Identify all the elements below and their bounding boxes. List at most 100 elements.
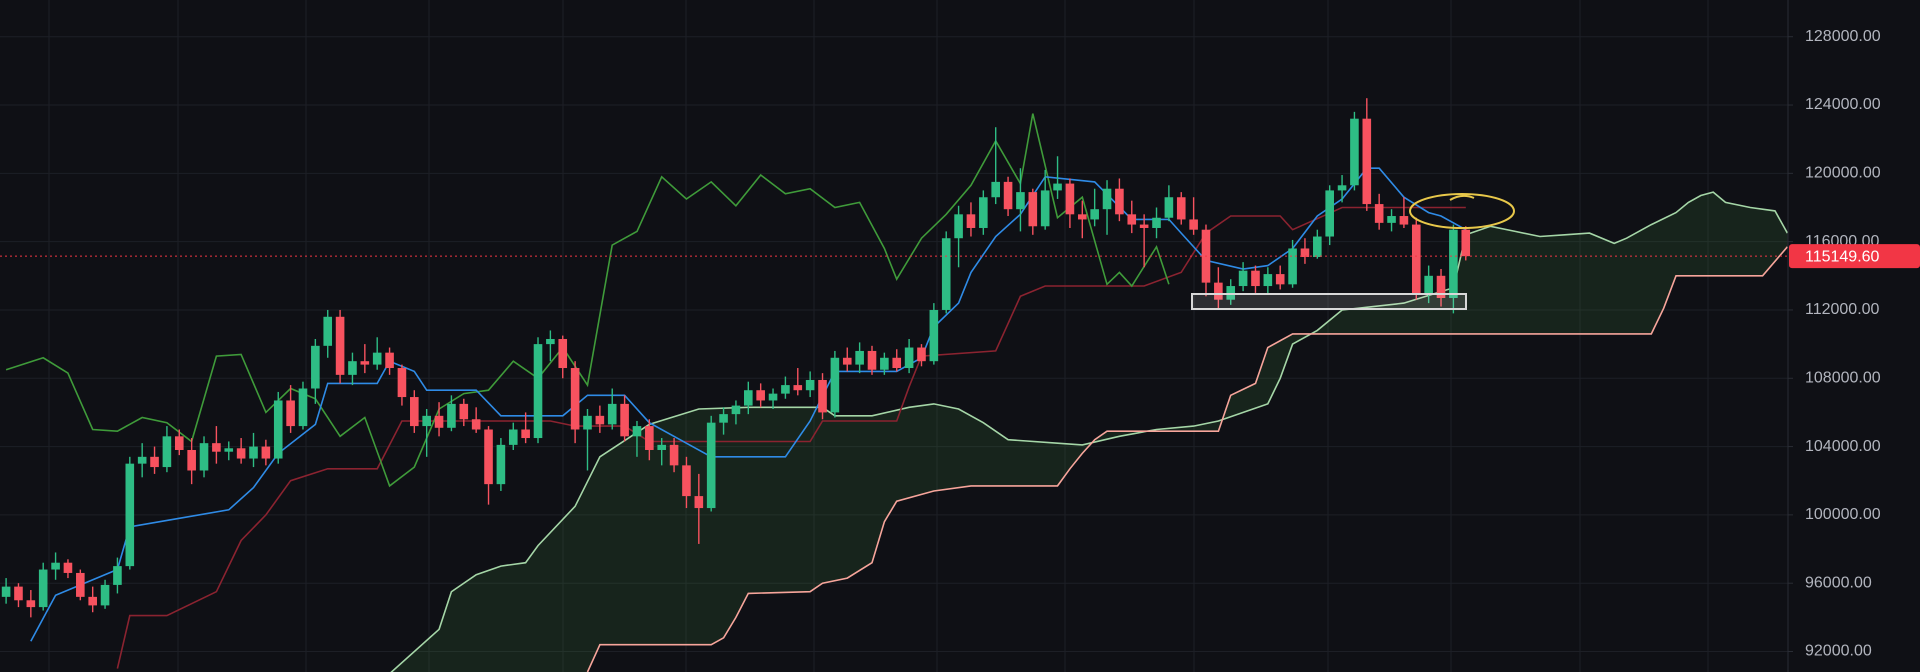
y-axis: 92000.00 96000.00 100000.00 104000.00 108000…	[1788, 28, 1920, 660]
candle-body	[979, 197, 988, 228]
candle-body	[620, 403, 629, 437]
candle-body	[508, 429, 518, 445]
candle-body	[583, 415, 592, 430]
candle-body	[484, 429, 493, 485]
candle-body	[1189, 219, 1198, 230]
candle-body	[991, 181, 1000, 198]
candle-body	[1350, 118, 1359, 186]
candle-body	[694, 496, 704, 509]
candle-body	[1461, 229, 1471, 257]
candle-body	[830, 357, 840, 413]
candle-body	[137, 456, 147, 464]
candle-body	[372, 352, 382, 365]
candle-body	[706, 422, 716, 509]
candle-body	[731, 405, 741, 415]
candle-body	[100, 584, 110, 606]
candle-body	[1313, 236, 1322, 258]
candle-body	[1263, 274, 1273, 287]
y-tick-label: 104000.00	[1805, 438, 1881, 455]
candle-body	[199, 443, 209, 471]
y-tick-label: 112000.00	[1805, 301, 1880, 318]
candle-body	[1065, 183, 1075, 215]
candle-body	[892, 357, 902, 369]
candle-body	[632, 426, 642, 437]
candle-body	[1300, 248, 1310, 258]
candle-body	[1115, 188, 1124, 215]
candle-body	[558, 338, 568, 369]
candle-body	[410, 397, 419, 427]
candle-body	[1362, 118, 1372, 205]
candle-body	[954, 214, 963, 239]
cloud	[391, 192, 1788, 672]
price-label-box	[1789, 244, 1920, 269]
candle-body	[1028, 192, 1038, 227]
candle-body	[1436, 275, 1446, 299]
candle-body	[1003, 181, 1013, 210]
candle-body	[1449, 229, 1458, 299]
candle-body	[1226, 286, 1236, 300]
candle-body	[212, 443, 221, 452]
candle-body	[768, 393, 778, 401]
candle-body	[236, 448, 246, 459]
candle-body	[1251, 270, 1260, 287]
indicator-line	[586, 246, 1789, 672]
annotations	[1191, 193, 1515, 310]
candle-body	[1016, 192, 1025, 210]
candle-body	[1411, 224, 1421, 295]
candle-body	[38, 569, 48, 608]
highlight-mark	[1449, 194, 1475, 201]
candle-body	[273, 400, 283, 459]
candle-body	[521, 429, 530, 439]
candle-body	[1176, 197, 1186, 220]
candle-body	[385, 352, 394, 369]
candle-body	[842, 357, 852, 365]
candle-body	[657, 444, 667, 450]
y-tick-label: 128000.00	[1805, 28, 1881, 45]
candle-body	[533, 344, 543, 439]
y-tick-label: 108000.00	[1805, 369, 1881, 386]
candle-body	[1275, 274, 1285, 285]
y-tick-label: 124000.00	[1805, 96, 1881, 113]
candle-body	[867, 350, 877, 370]
candle-body	[1077, 214, 1087, 220]
candle-body	[298, 388, 308, 427]
candle-body	[929, 309, 939, 362]
candle-body	[26, 600, 36, 608]
candle-body	[1040, 190, 1050, 227]
candle-body	[1127, 214, 1137, 225]
highlight-ellipse	[1409, 193, 1515, 229]
candle-body	[249, 446, 258, 459]
candle-body	[756, 390, 765, 401]
candle-body	[570, 368, 580, 430]
candle-body	[360, 361, 370, 365]
candle-body	[1102, 188, 1112, 210]
candle-body	[1424, 275, 1433, 295]
candle-body	[1214, 282, 1223, 300]
candle-body	[855, 350, 864, 365]
y-tick-label: 96000.00	[1805, 574, 1872, 591]
candle-body	[14, 586, 23, 601]
candle-body	[113, 566, 122, 585]
candle-body	[546, 338, 555, 345]
candle-body	[1090, 209, 1099, 220]
candle-body	[1374, 204, 1384, 223]
candle-body	[261, 446, 271, 459]
candle-body	[63, 562, 73, 573]
candle-body	[434, 415, 444, 428]
candle-body	[496, 444, 506, 485]
candle-body	[76, 572, 85, 597]
candle-body	[1152, 217, 1161, 228]
candle-body	[595, 415, 605, 425]
candle-body	[818, 379, 827, 413]
candle-body	[422, 415, 431, 427]
range-box	[1191, 293, 1467, 310]
candle-body	[224, 448, 234, 452]
candle-body	[1288, 248, 1297, 285]
candle-body	[941, 238, 951, 310]
candle-body	[348, 361, 357, 375]
candle-body	[781, 385, 790, 394]
candle-body	[1337, 185, 1347, 191]
candle-body	[187, 449, 196, 471]
plot	[0, 36, 1789, 672]
